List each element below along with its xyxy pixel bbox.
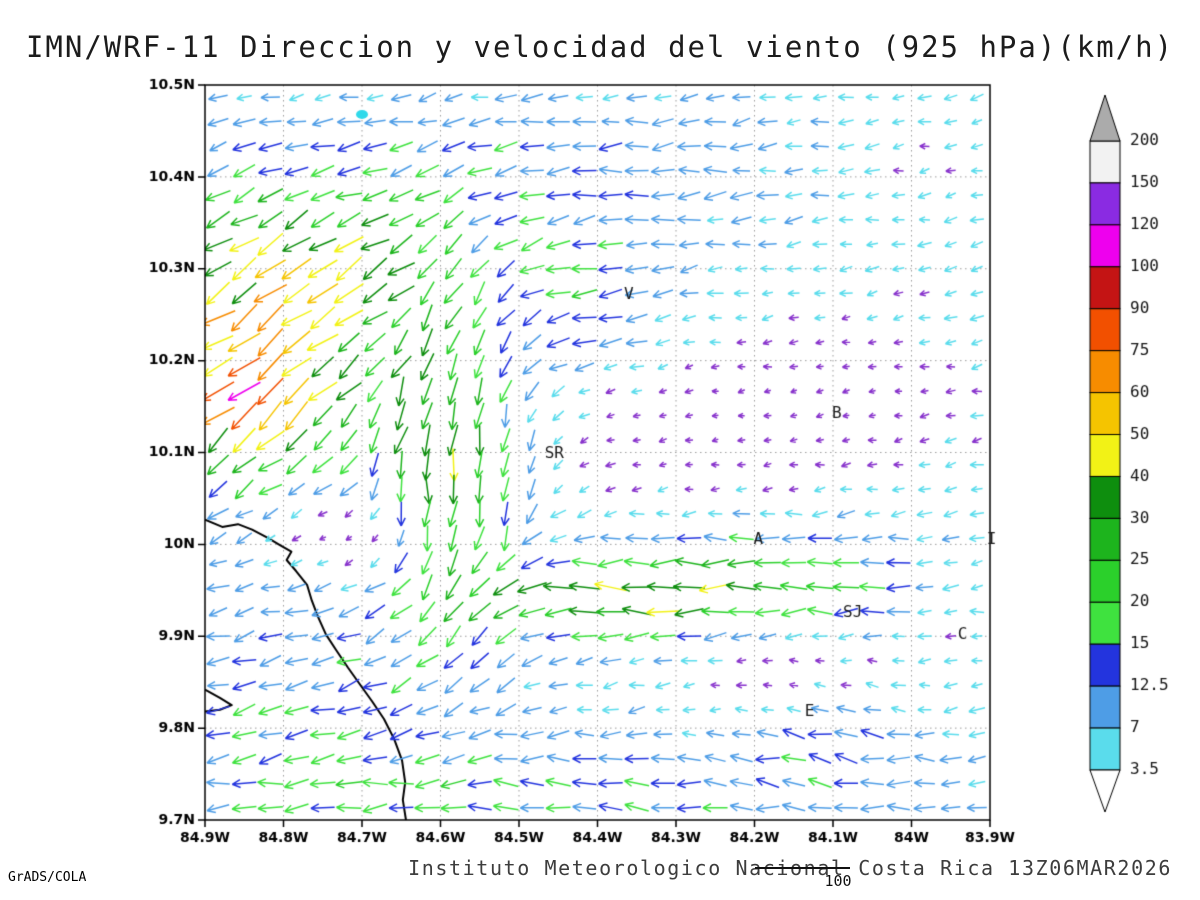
reference-vector-label: 100 [824,872,852,890]
grads-credit: GrADS/COLA [8,870,87,885]
reference-vector-line [755,867,850,869]
